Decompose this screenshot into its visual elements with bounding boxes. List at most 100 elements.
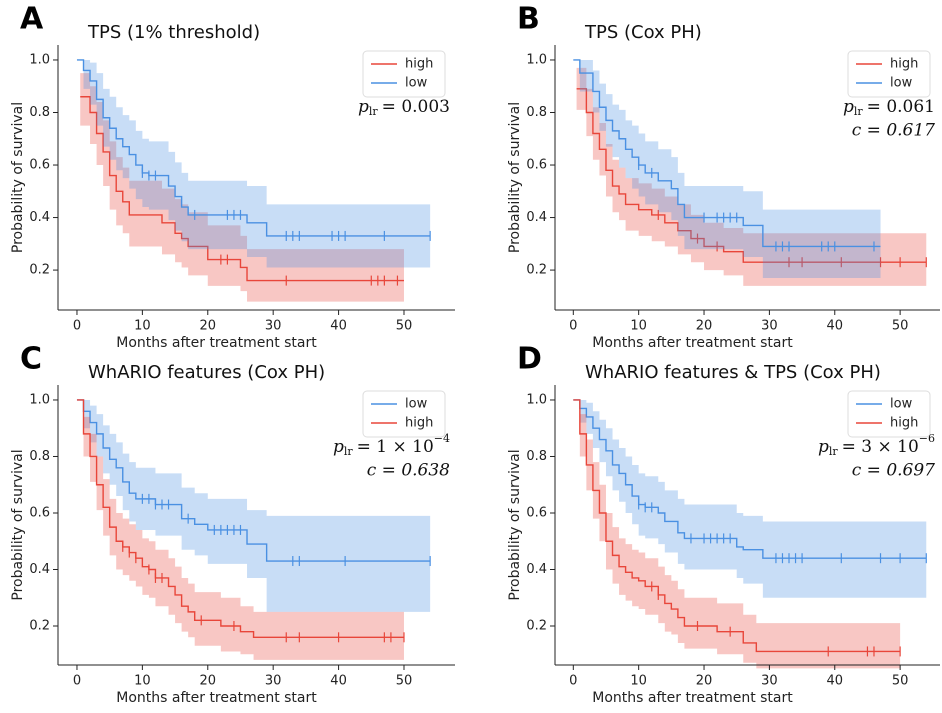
y-tick-label: 0.6	[29, 158, 50, 173]
y-axis-label: Probability of survival	[507, 449, 523, 600]
y-tick-label: 0.4	[29, 562, 50, 577]
x-tick-label: 10	[134, 674, 151, 689]
legend-label: high	[890, 416, 918, 431]
x-tick-label: 0	[73, 674, 81, 689]
legend-label: low	[405, 397, 428, 412]
x-tick-label: 10	[630, 319, 647, 334]
x-tick-label: 30	[265, 319, 282, 334]
y-tick-label: 0.8	[29, 449, 50, 464]
panel: A TPS (1% threshold) 0 10 20 30 40 50 0.2 0.4 0.6 0…	[10, 2, 455, 351]
y-tick-label: 0.2	[29, 263, 50, 278]
legend-box	[362, 390, 446, 438]
survival-curve	[573, 399, 901, 653]
confidence-band	[573, 59, 881, 278]
y-axis-label: Probability of survival	[10, 102, 26, 253]
p-exponent: −4	[434, 432, 450, 445]
x-tick-label: 20	[200, 674, 217, 689]
y-axis-label: Probability of survival	[10, 449, 26, 600]
x-tick-label: 40	[330, 674, 347, 689]
y-tick-label: 0.8	[526, 105, 547, 120]
y-tick-label: 1.0	[526, 392, 547, 407]
p-subscript: lr	[854, 105, 864, 118]
confidence-band	[573, 399, 927, 598]
panel-letter: C	[20, 342, 42, 377]
legend-label: low	[890, 397, 913, 412]
legend-label: high	[405, 57, 433, 72]
panel: C WhARIO features (Cox PH) 0 10 20 30 40 50 0.2 0…	[10, 342, 455, 706]
x-tick-label: 50	[396, 674, 413, 689]
x-axis-label: Months after treatment start	[592, 690, 793, 706]
panel-title: WhARIO features & TPS (Cox PH)	[585, 362, 881, 383]
confidence-band	[573, 399, 901, 669]
confidence-band	[76, 399, 404, 660]
x-axis-label: Months after treatment start	[116, 335, 317, 351]
x-tick-label: 0	[569, 319, 577, 334]
p-value-annotation: plr = 0.003	[358, 97, 450, 119]
p-symbol: p	[333, 437, 344, 457]
y-tick-label: 0.2	[29, 619, 50, 634]
x-tick-label: 50	[892, 319, 909, 334]
c-index-annotation: c = 0.617	[852, 121, 935, 141]
y-tick-label: 0.2	[526, 263, 547, 278]
confidence-band	[80, 73, 404, 302]
panel-title: TPS (1% threshold)	[87, 22, 260, 43]
panel-letter: A	[20, 2, 44, 37]
x-tick-label: 10	[630, 674, 647, 689]
y-tick-label: 0.6	[526, 158, 547, 173]
p-value-annotation: plr = 0.061	[843, 97, 935, 119]
p-symbol: p	[843, 97, 854, 117]
x-tick-label: 10	[134, 319, 151, 334]
x-axis-label: Months after treatment start	[116, 690, 317, 706]
legend-label: high	[405, 416, 433, 431]
y-tick-label: 1.0	[29, 392, 50, 407]
y-tick-label: 0.2	[526, 619, 547, 634]
panel-letter: B	[517, 2, 540, 37]
x-tick-label: 50	[396, 319, 413, 334]
p-value: = 1 × 10	[357, 437, 434, 457]
p-value-annotation: plr = 3 × 10−6	[818, 432, 935, 458]
survival-curve	[80, 96, 404, 282]
p-value: = 0.003	[382, 97, 450, 117]
legend-label: low	[405, 76, 428, 91]
legend-box	[847, 390, 931, 438]
y-axis-label: Probability of survival	[507, 102, 523, 253]
x-tick-label: 40	[826, 319, 843, 334]
x-tick-label: 20	[696, 674, 713, 689]
p-subscript: lr	[369, 105, 379, 118]
survival-curve	[76, 399, 431, 562]
x-tick-label: 40	[330, 319, 347, 334]
y-tick-label: 0.4	[526, 562, 547, 577]
y-tick-label: 1.0	[526, 52, 547, 67]
x-tick-label: 30	[265, 674, 282, 689]
survival-curve	[576, 88, 927, 263]
y-tick-label: 0.4	[29, 210, 50, 225]
confidence-band	[576, 67, 927, 286]
y-tick-label: 0.8	[29, 105, 50, 120]
x-tick-label: 20	[696, 319, 713, 334]
p-exponent: −6	[919, 432, 935, 445]
legend-label: high	[890, 57, 918, 72]
x-tick-label: 40	[826, 674, 843, 689]
p-value: = 3 × 10	[842, 437, 919, 457]
y-tick-label: 0.8	[526, 449, 547, 464]
legend-box	[362, 50, 446, 98]
x-axis-label: Months after treatment start	[592, 335, 793, 351]
p-subscript: lr	[344, 445, 354, 458]
x-tick-label: 30	[761, 674, 778, 689]
x-tick-label: 20	[200, 319, 217, 334]
x-tick-label: 0	[569, 674, 577, 689]
p-value: = 0.061	[867, 97, 935, 117]
confidence-band	[76, 399, 431, 612]
y-tick-label: 0.6	[526, 505, 547, 520]
legend-label: low	[890, 76, 913, 91]
legend-box	[847, 50, 931, 98]
p-value-annotation: plr = 1 × 10−4	[333, 432, 450, 458]
c-index-annotation: c = 0.697	[852, 461, 935, 481]
survival-curve	[76, 399, 404, 639]
x-tick-label: 30	[761, 319, 778, 334]
panel-title: TPS (Cox PH)	[584, 22, 702, 43]
panel-title: WhARIO features (Cox PH)	[88, 362, 325, 383]
p-symbol: p	[818, 437, 829, 457]
panel: D WhARIO features & TPS (Cox PH) 0 10 20 30 40…	[507, 342, 940, 706]
